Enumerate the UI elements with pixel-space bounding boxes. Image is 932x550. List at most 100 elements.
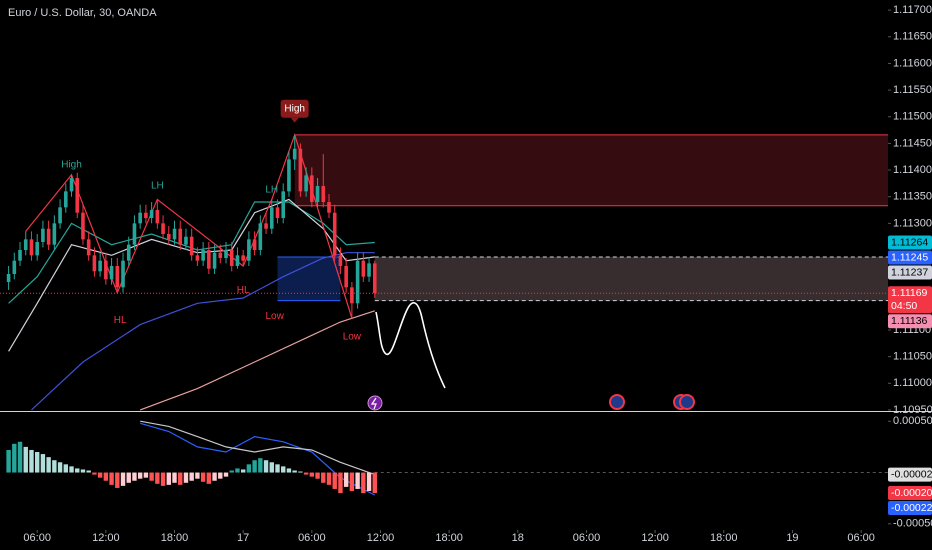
event-icon[interactable] xyxy=(609,394,625,410)
price-badge xyxy=(888,314,932,329)
annotation: HL xyxy=(114,315,127,326)
histogram-bar xyxy=(120,472,126,486)
candle-body xyxy=(144,212,148,219)
annotation-pointer xyxy=(290,117,299,123)
candle-body xyxy=(304,175,308,192)
histogram-bar xyxy=(361,472,366,494)
histogram-bar xyxy=(149,472,154,481)
zone xyxy=(294,134,888,206)
candle-body xyxy=(264,223,268,229)
candle-body xyxy=(155,210,160,224)
price-badge xyxy=(888,265,932,280)
histogram-bar xyxy=(206,472,212,484)
histogram-bar xyxy=(189,472,194,481)
x-tick-label: 12:00 xyxy=(92,532,120,544)
zigzag xyxy=(25,133,353,319)
histogram-bar xyxy=(126,472,131,483)
candle-body xyxy=(269,207,274,229)
candle-body xyxy=(355,260,360,304)
candle-body xyxy=(121,260,125,288)
candle-body xyxy=(315,186,320,203)
annotation: LH xyxy=(151,181,164,192)
chart-title: Euro / U.S. Dollar, 30, OANDA xyxy=(8,7,157,19)
price-badge-label: -0.00022 xyxy=(891,502,932,514)
histogram-bar xyxy=(6,449,11,473)
histogram-bar xyxy=(46,457,51,473)
y-tick-label: 1.11650 xyxy=(893,31,932,43)
annotation: High xyxy=(61,159,82,170)
candle-body xyxy=(184,236,188,245)
zone xyxy=(277,256,341,301)
moving-average xyxy=(139,310,375,411)
candle-body xyxy=(23,239,28,251)
histogram-bar xyxy=(343,472,349,487)
candle-body xyxy=(46,228,51,245)
histogram-bar xyxy=(212,472,217,481)
price-badge-label: -0.00002 xyxy=(891,468,932,480)
candle-body xyxy=(6,274,11,282)
y-tick-label: 1.11500 xyxy=(893,111,932,123)
candle-body xyxy=(241,255,245,261)
annotation: HL xyxy=(237,285,250,296)
price-badge-label: 1.11245 xyxy=(891,251,928,263)
histogram-bar xyxy=(34,452,40,473)
candle-body xyxy=(258,223,263,251)
candle-body xyxy=(109,266,114,280)
candle-body xyxy=(138,212,142,224)
candle-body xyxy=(75,178,80,213)
histogram-bar xyxy=(183,472,189,483)
price-badge xyxy=(888,235,932,250)
candle-body xyxy=(35,242,39,256)
histogram-bar xyxy=(303,472,309,475)
annotation: Low xyxy=(343,332,362,343)
histogram-bar xyxy=(223,472,229,477)
candle-body xyxy=(367,263,371,277)
candle-body xyxy=(372,263,377,294)
price-pane xyxy=(0,133,888,411)
histogram-bar xyxy=(286,468,292,473)
price-badge xyxy=(888,486,932,501)
histogram-bar xyxy=(246,464,252,473)
event-icon[interactable] xyxy=(367,395,383,411)
candle-body xyxy=(18,250,22,261)
candle-body xyxy=(161,223,165,235)
histogram-bar xyxy=(57,462,63,473)
histogram-bar xyxy=(292,470,297,473)
histogram-bar xyxy=(372,472,377,494)
histogram-bar xyxy=(315,472,320,479)
candle-body xyxy=(149,210,154,219)
candle-body xyxy=(166,234,171,240)
candle-body xyxy=(195,255,200,261)
candle-body xyxy=(201,250,205,261)
event-icon[interactable] xyxy=(679,394,695,410)
histogram-bar xyxy=(23,446,28,473)
x-tick-label: 18 xyxy=(512,532,524,544)
price-badge-label: 1.11264 xyxy=(891,236,928,248)
candle-body xyxy=(69,178,74,192)
candle-body xyxy=(29,239,34,256)
candle-body xyxy=(229,250,234,267)
histogram-bar xyxy=(355,472,360,489)
price-badge xyxy=(888,467,932,482)
candle-body xyxy=(275,207,280,219)
histogram-bar xyxy=(80,469,86,473)
histogram-bar xyxy=(92,472,97,475)
price-badge xyxy=(888,286,932,314)
candle-body xyxy=(298,148,303,192)
histogram-bar xyxy=(132,472,137,481)
y-tick-label: 1.11550 xyxy=(893,84,932,96)
event-icons xyxy=(367,394,695,411)
y-tick-label: 1.11600 xyxy=(893,57,932,69)
histogram-bar xyxy=(103,472,109,481)
x-tick-label: 06:00 xyxy=(847,532,875,544)
zone xyxy=(374,256,888,301)
histogram-bar xyxy=(12,443,17,473)
oscillator-pane xyxy=(6,420,888,496)
projection-sketch xyxy=(375,302,446,389)
histogram-bar xyxy=(218,472,223,479)
histogram-bar xyxy=(195,472,200,479)
x-tick-label: 18:00 xyxy=(710,532,738,544)
histogram-bar xyxy=(263,460,269,473)
price-badge-label: 1.11169 xyxy=(891,287,928,299)
